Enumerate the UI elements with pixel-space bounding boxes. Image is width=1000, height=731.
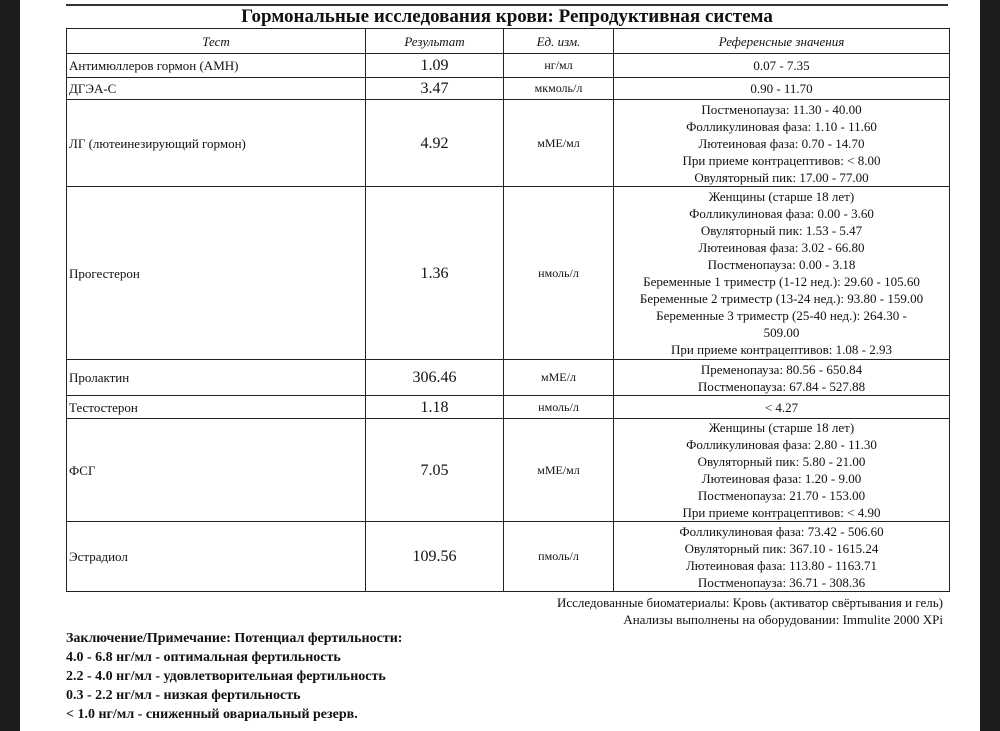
reference-line: 0.07 - 7.35 <box>753 58 810 73</box>
result-value: 1.09 <box>365 53 504 78</box>
reference-line: Лютеиновая фаза: 113.80 - 1163.71 <box>685 557 877 573</box>
test-name: Пролактин <box>66 359 366 396</box>
result-value: 306.46 <box>365 359 504 396</box>
unit-value: пмоль/л <box>503 521 614 592</box>
conclusion-line: 4.0 - 6.8 нг/мл - оптимальная фертильнос… <box>66 650 341 665</box>
conclusion-line: 0.3 - 2.2 нг/мл - низкая фертильность <box>66 688 301 703</box>
header-test: Тест <box>66 28 366 54</box>
unit-value: нмоль/л <box>503 395 614 419</box>
unit-value: нг/мл <box>503 53 614 78</box>
result-value: 1.36 <box>365 186 504 360</box>
page-title: Гормональные исследования крови: Репроду… <box>241 6 773 27</box>
results-table: Тест Результат Ед. изм. Референсные знач… <box>66 28 950 592</box>
test-name: Тестостерон <box>66 395 366 419</box>
unit-value: мМЕ/л <box>503 359 614 396</box>
test-name: Прогестерон <box>66 186 366 360</box>
reference-line: Постменопауза: 0.00 - 3.18 <box>707 257 856 272</box>
reference-line: Беременные 2 триместр (13-24 нед.): 93.8… <box>639 291 924 306</box>
reference-line: < 4.27 <box>764 399 799 415</box>
conclusion-line: 2.2 - 4.0 нг/мл - удовлетворительная фер… <box>66 669 386 684</box>
reference-line: При приеме контрацептивов: < 8.00 <box>682 152 881 168</box>
reference-line: Фолликулиновая фаза: 2.80 - 11.30 <box>686 437 877 452</box>
result-value: 109.56 <box>365 521 504 592</box>
table-row: Антимюллеров гормон (АМН) 1.09 нг/мл 0.07 -… <box>66 53 950 78</box>
test-name: ДГЭА-С <box>66 77 366 100</box>
test-name: Антимюллеров гормон (АМН) <box>66 53 366 78</box>
reference-line: Постменопауза: 21.70 - 153.00 <box>697 488 866 503</box>
reference-values: 0.90 - 11.70 <box>613 77 950 100</box>
unit-value: нмоль/л <box>503 186 614 360</box>
header-reference: Референсные значения <box>613 28 950 54</box>
test-name: ФСГ <box>66 418 366 522</box>
reference-line: Фолликулиновая фаза: 73.42 - 506.60 <box>679 523 884 539</box>
result-value: 3.47 <box>365 77 504 100</box>
test-name: Эстрадиол <box>66 521 366 592</box>
reference-values: 0.07 - 7.35 <box>613 53 950 78</box>
reference-line: При приеме контрацептивов: < 4.90 <box>682 505 881 520</box>
reference-line: Постменопауза: 36.71 - 308.36 <box>697 574 866 590</box>
table-row: Прогестерон 1.36 нмоль/л Женщины (старше 18… <box>66 186 950 360</box>
reference-line: Лютеиновая фаза: 1.20 - 9.00 <box>701 471 862 486</box>
result-value: 4.92 <box>365 99 504 187</box>
equipment-note: Анализы выполнены на оборудовании: Immul… <box>623 612 943 627</box>
reference-line: Лютеиновая фаза: 0.70 - 14.70 <box>698 135 865 151</box>
table-header: Тест Результат Ед. изм. Референсные знач… <box>66 28 950 54</box>
reference-line: Овуляторный пик: 1.53 - 5.47 <box>700 223 863 238</box>
reference-line: Постменопауза: 67.84 - 527.88 <box>697 378 866 394</box>
biomaterial-note: Исследованные биоматериалы: Кровь (актив… <box>556 595 943 610</box>
reference-values: Женщины (старше 18 лет) Фолликулиновая фа… <box>613 186 950 360</box>
result-value: 7.05 <box>365 418 504 522</box>
reference-line: Беременные 3 триместр (25-40 нед.): 264.… <box>656 308 907 323</box>
reference-line: Фолликулиновая фаза: 0.00 - 3.60 <box>689 206 874 221</box>
reference-values: < 4.27 <box>613 395 950 419</box>
reference-values: Женщины (старше 18 лет) Фолликулиновая фа… <box>613 418 950 522</box>
reference-line: Постменопауза: 11.30 - 40.00 <box>701 101 862 117</box>
divider <box>66 4 948 6</box>
test-name: ЛГ (лютеинезирующий гормон) <box>66 99 366 187</box>
reference-line: Лютеиновая фаза: 3.02 - 66.80 <box>698 240 865 255</box>
conclusion-line: Заключение/Примечание: Потенциал фертиль… <box>66 631 403 646</box>
reference-line: При приеме контрацептивов: 1.08 - 2.93 <box>671 342 892 357</box>
reference-values: Постменопауза: 11.30 - 40.00 Фолликулинов… <box>613 99 950 187</box>
reference-line: Овуляторный пик: 367.10 - 1615.24 <box>684 540 879 556</box>
table-row: ФСГ 7.05 мМЕ/мл Женщины (старше 18 лет) Фолл… <box>66 418 950 522</box>
table-row: Тестостерон 1.18 нмоль/л < 4.27 <box>66 395 950 419</box>
reference-values: Пременопауза: 80.56 - 650.84 Постменопауз… <box>613 359 950 396</box>
unit-value: мМЕ/мл <box>503 99 614 187</box>
table-row: ЛГ (лютеинезирующий гормон) 4.92 мМЕ/мл Пос… <box>66 99 950 187</box>
header-result: Результат <box>365 28 504 54</box>
table-row: ДГЭА-С 3.47 мкмоль/л 0.90 - 11.70 <box>66 77 950 100</box>
header-unit: Ед. изм. <box>503 28 614 54</box>
reference-line: Фолликулиновая фаза: 1.10 - 11.60 <box>686 118 877 134</box>
reference-line: Беременные 1 триместр (1-12 нед.): 29.60… <box>643 274 920 289</box>
unit-value: мкмоль/л <box>503 77 614 100</box>
reference-line: Пременопауза: 80.56 - 650.84 <box>700 361 863 377</box>
reference-line: Овуляторный пик: 5.80 - 21.00 <box>697 454 866 469</box>
reference-line: 509.00 <box>763 325 800 340</box>
reference-line: Женщины (старше 18 лет) <box>708 420 855 435</box>
conclusion-line: < 1.0 нг/мл - сниженный овариальный резе… <box>66 707 358 722</box>
document-page: Гормональные исследования крови: Репроду… <box>20 0 980 731</box>
table-row: Пролактин 306.46 мМЕ/л Пременопауза: 80.56 … <box>66 359 950 396</box>
reference-line: Овуляторный пик: 17.00 - 77.00 <box>694 169 869 185</box>
reference-line: Женщины (старше 18 лет) <box>708 189 855 204</box>
unit-value: мМЕ/мл <box>503 418 614 522</box>
reference-line: 0.90 - 11.70 <box>750 81 813 96</box>
conclusion: Заключение/Примечание: Потенциал фертиль… <box>66 629 402 724</box>
table-row: Эстрадиол 109.56 пмоль/л Фолликулиновая фаз… <box>66 521 950 592</box>
reference-values: Фолликулиновая фаза: 73.42 - 506.60 Овуля… <box>613 521 950 592</box>
result-value: 1.18 <box>365 395 504 419</box>
